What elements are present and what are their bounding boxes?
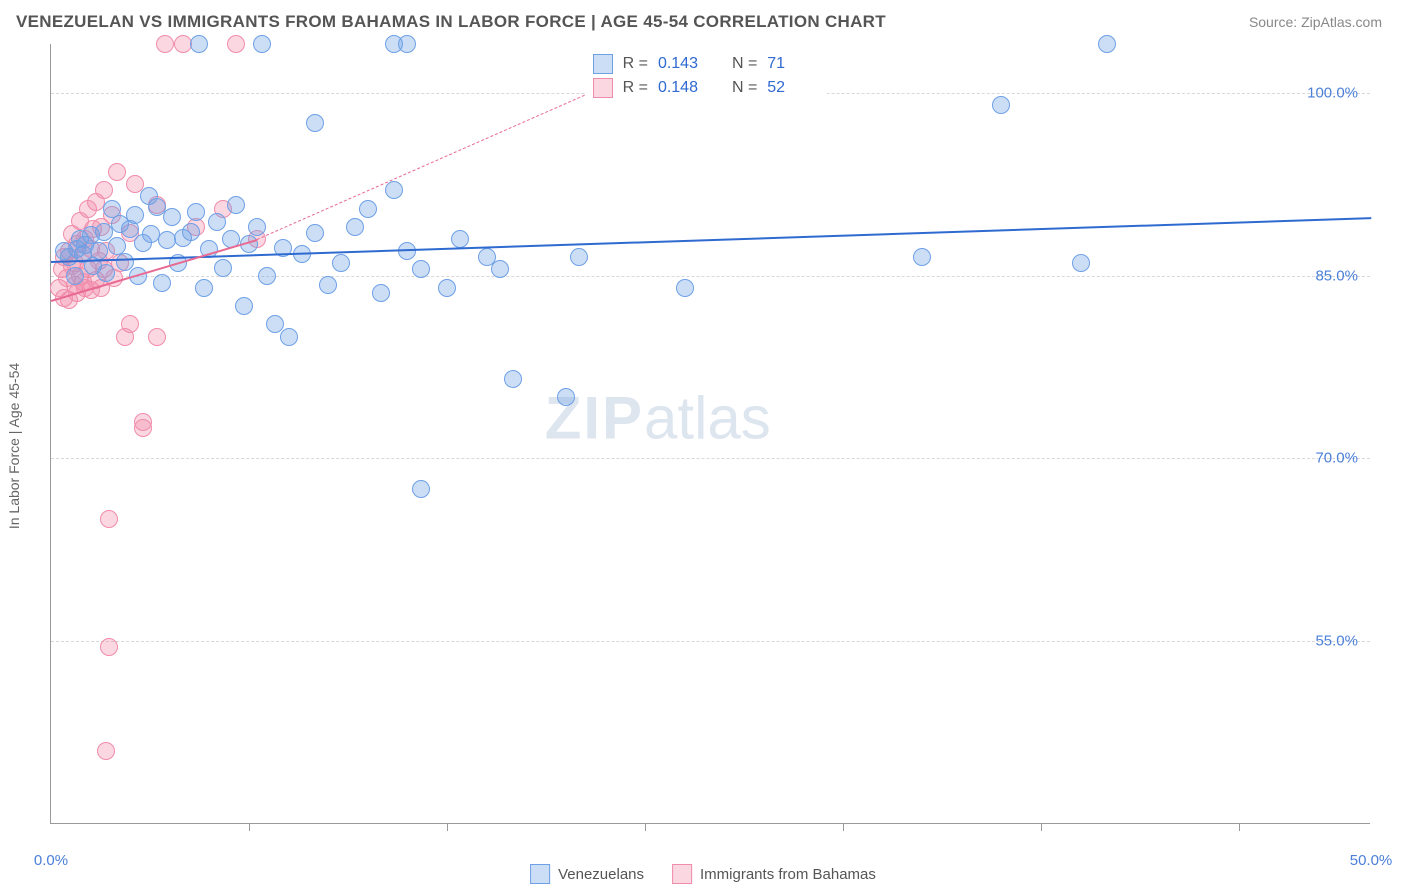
y-tick-label: 100.0% [1307, 84, 1358, 101]
stat-n-label: N = [732, 55, 757, 73]
data-point-venezuelans [346, 218, 364, 236]
x-tick [1239, 823, 1240, 831]
watermark: ZIPatlas [545, 383, 771, 452]
gridline-h [51, 458, 1370, 459]
gridline-h [51, 276, 1370, 277]
data-point-venezuelans [319, 276, 337, 294]
legend-swatch [672, 864, 692, 884]
stat-legend: R = 0.143 N = 71 R = 0.148 N = 52 [585, 48, 828, 104]
data-point-bahamas [108, 163, 126, 181]
data-point-venezuelans [676, 279, 694, 297]
data-point-bahamas [121, 315, 139, 333]
legend-swatch [593, 78, 613, 98]
data-point-venezuelans [412, 480, 430, 498]
gridline-h [51, 641, 1370, 642]
source-label: Source: ZipAtlas.com [1249, 14, 1382, 30]
x-tick [843, 823, 844, 831]
data-point-venezuelans [187, 203, 205, 221]
data-point-venezuelans [280, 328, 298, 346]
data-point-venezuelans [306, 114, 324, 132]
data-point-venezuelans [190, 35, 208, 53]
x-tick [249, 823, 250, 831]
data-point-venezuelans [306, 224, 324, 242]
y-tick-label: 70.0% [1315, 450, 1358, 467]
data-point-venezuelans [1072, 254, 1090, 272]
data-point-venezuelans [398, 35, 416, 53]
stat-n-value: 71 [767, 55, 819, 73]
data-point-venezuelans [1098, 35, 1116, 53]
stat-n-value: 52 [767, 79, 819, 97]
data-point-venezuelans [258, 267, 276, 285]
data-point-venezuelans [126, 206, 144, 224]
data-point-bahamas [100, 510, 118, 528]
x-tick [645, 823, 646, 831]
data-point-venezuelans [208, 213, 226, 231]
legend-swatch [530, 864, 550, 884]
x-tick-label: 0.0% [34, 852, 68, 869]
data-point-venezuelans [372, 284, 390, 302]
stat-r-label: R = [623, 55, 648, 73]
stat-r-value: 0.148 [658, 79, 710, 97]
data-point-venezuelans [332, 254, 350, 272]
data-point-bahamas [227, 35, 245, 53]
data-point-venezuelans [227, 196, 245, 214]
data-point-venezuelans [97, 264, 115, 282]
data-point-venezuelans [235, 297, 253, 315]
chart-title: VENEZUELAN VS IMMIGRANTS FROM BAHAMAS IN… [16, 12, 886, 32]
data-point-venezuelans [992, 96, 1010, 114]
legend-item: Immigrants from Bahamas [672, 864, 876, 884]
data-point-bahamas [100, 638, 118, 656]
data-point-venezuelans [253, 35, 271, 53]
data-point-venezuelans [163, 208, 181, 226]
stat-legend-row: R = 0.143 N = 71 [593, 52, 820, 76]
data-point-venezuelans [214, 259, 232, 277]
data-point-venezuelans [491, 260, 509, 278]
data-point-venezuelans [90, 242, 108, 260]
data-point-venezuelans [557, 388, 575, 406]
x-tick-label: 50.0% [1350, 852, 1393, 869]
stat-r-label: R = [623, 79, 648, 97]
data-point-venezuelans [913, 248, 931, 266]
y-tick-label: 85.0% [1315, 267, 1358, 284]
data-point-bahamas [148, 328, 166, 346]
y-tick-label: 55.0% [1315, 633, 1358, 650]
data-point-venezuelans [451, 230, 469, 248]
data-point-venezuelans [438, 279, 456, 297]
stat-legend-row: R = 0.148 N = 52 [593, 76, 820, 100]
data-point-bahamas [97, 742, 115, 760]
data-point-venezuelans [412, 260, 430, 278]
x-tick [1041, 823, 1042, 831]
bottom-legend: Venezuelans Immigrants from Bahamas [530, 864, 876, 884]
data-point-venezuelans [66, 267, 84, 285]
y-axis-label: In Labor Force | Age 45-54 [6, 363, 22, 529]
data-point-bahamas [156, 35, 174, 53]
stat-r-value: 0.143 [658, 55, 710, 73]
data-point-venezuelans [195, 279, 213, 297]
data-point-venezuelans [570, 248, 588, 266]
watermark-atlas: atlas [644, 384, 771, 451]
legend-label: Venezuelans [558, 866, 644, 883]
data-point-venezuelans [182, 223, 200, 241]
data-point-bahamas [95, 181, 113, 199]
x-tick [447, 823, 448, 831]
data-point-venezuelans [359, 200, 377, 218]
legend-swatch [593, 54, 613, 74]
data-point-venezuelans [153, 274, 171, 292]
data-point-venezuelans [385, 181, 403, 199]
data-point-venezuelans [248, 218, 266, 236]
legend-label: Immigrants from Bahamas [700, 866, 876, 883]
chart-header: VENEZUELAN VS IMMIGRANTS FROM BAHAMAS IN… [0, 0, 1406, 44]
data-point-bahamas [134, 419, 152, 437]
stat-n-label: N = [732, 79, 757, 97]
data-point-venezuelans [504, 370, 522, 388]
legend-item: Venezuelans [530, 864, 644, 884]
plot-area: ZIPatlas 55.0%70.0%85.0%100.0%0.0%50.0% [50, 44, 1370, 824]
